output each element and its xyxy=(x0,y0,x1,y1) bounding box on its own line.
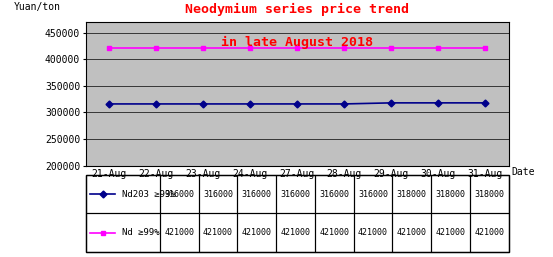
Bar xyxy=(237,213,276,252)
Text: 318000: 318000 xyxy=(397,189,427,199)
Bar xyxy=(276,175,315,213)
Text: 421000: 421000 xyxy=(242,228,272,237)
Text: 421000: 421000 xyxy=(436,228,466,237)
Bar xyxy=(393,213,431,252)
Text: 421000: 421000 xyxy=(397,228,427,237)
Bar xyxy=(431,175,470,213)
Text: in late August 2018: in late August 2018 xyxy=(221,36,373,49)
Bar xyxy=(431,213,470,252)
Text: 318000: 318000 xyxy=(436,189,466,199)
Bar xyxy=(160,175,199,213)
Bar xyxy=(354,175,393,213)
Bar xyxy=(470,175,509,213)
Bar xyxy=(315,213,354,252)
Text: Date: Date xyxy=(512,167,535,177)
Bar xyxy=(199,213,237,252)
Text: 421000: 421000 xyxy=(358,228,388,237)
Text: 316000: 316000 xyxy=(164,189,194,199)
Text: 421000: 421000 xyxy=(474,228,504,237)
Bar xyxy=(393,175,431,213)
Text: 316000: 316000 xyxy=(203,189,233,199)
Bar xyxy=(86,175,160,213)
Text: 421000: 421000 xyxy=(319,228,349,237)
Bar xyxy=(237,175,276,213)
Bar xyxy=(86,213,160,252)
Text: 421000: 421000 xyxy=(280,228,310,237)
Text: Neodymium series price trend: Neodymium series price trend xyxy=(185,3,409,16)
Text: 316000: 316000 xyxy=(280,189,310,199)
Bar xyxy=(199,175,237,213)
Bar xyxy=(315,175,354,213)
Text: Nd ≥99%: Nd ≥99% xyxy=(122,228,159,237)
Text: Yuan/ton: Yuan/ton xyxy=(14,2,61,12)
Bar xyxy=(470,213,509,252)
Text: Nd203 ≥99%: Nd203 ≥99% xyxy=(122,189,175,199)
Text: 316000: 316000 xyxy=(319,189,349,199)
Bar xyxy=(160,213,199,252)
Text: 421000: 421000 xyxy=(203,228,233,237)
Bar xyxy=(276,213,315,252)
Text: 421000: 421000 xyxy=(164,228,194,237)
Text: 318000: 318000 xyxy=(474,189,504,199)
Text: 316000: 316000 xyxy=(358,189,388,199)
Text: 316000: 316000 xyxy=(242,189,272,199)
Bar xyxy=(354,213,393,252)
